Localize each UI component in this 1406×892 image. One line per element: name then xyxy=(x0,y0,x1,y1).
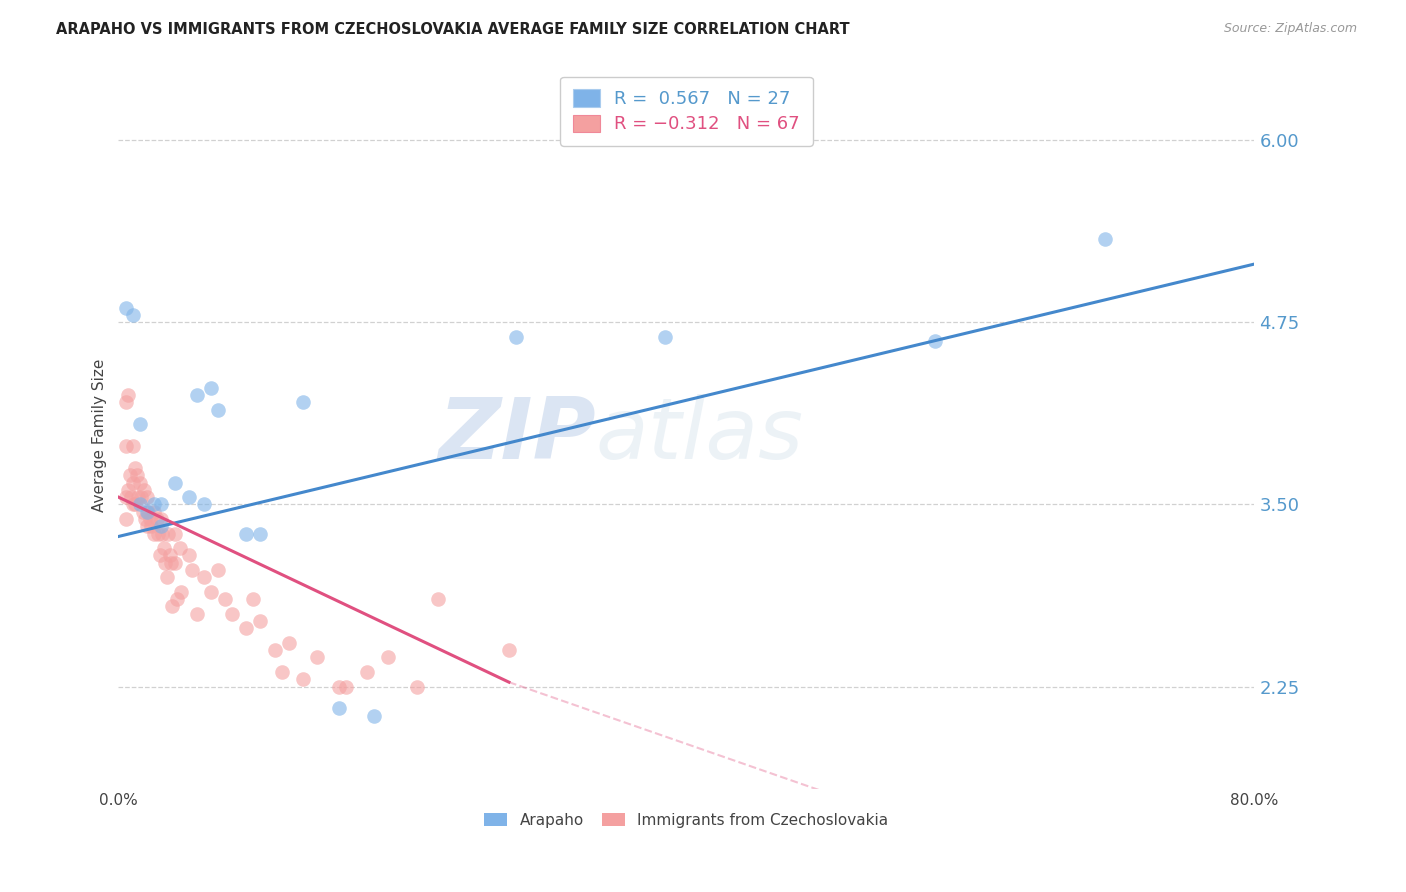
Point xyxy=(654,330,676,344)
Point xyxy=(132,483,155,497)
Point xyxy=(150,519,173,533)
Point xyxy=(160,556,183,570)
Point xyxy=(148,526,170,541)
Legend: Arapaho, Immigrants from Czechoslovakia: Arapaho, Immigrants from Czechoslovakia xyxy=(478,806,894,834)
Point xyxy=(235,526,257,541)
Point xyxy=(249,614,271,628)
Point xyxy=(505,330,527,344)
Point xyxy=(139,519,162,533)
Point xyxy=(356,665,378,679)
Point xyxy=(135,505,157,519)
Point xyxy=(170,584,193,599)
Point xyxy=(200,584,222,599)
Point xyxy=(328,701,350,715)
Point xyxy=(166,592,188,607)
Point xyxy=(405,680,427,694)
Point xyxy=(186,388,208,402)
Point xyxy=(114,512,136,526)
Point xyxy=(181,563,204,577)
Text: ZIP: ZIP xyxy=(437,393,596,476)
Point xyxy=(150,512,173,526)
Point xyxy=(292,672,315,686)
Point xyxy=(193,497,215,511)
Point xyxy=(377,650,399,665)
Point xyxy=(124,497,146,511)
Point xyxy=(179,490,201,504)
Point xyxy=(152,526,174,541)
Point xyxy=(165,526,187,541)
Point xyxy=(146,512,169,526)
Point xyxy=(117,388,139,402)
Point xyxy=(186,607,208,621)
Point xyxy=(121,308,143,322)
Y-axis label: Average Family Size: Average Family Size xyxy=(93,359,107,512)
Point xyxy=(153,541,176,555)
Point xyxy=(142,497,165,511)
Point xyxy=(142,526,165,541)
Point xyxy=(118,468,141,483)
Point xyxy=(292,395,315,409)
Point xyxy=(134,512,156,526)
Point xyxy=(249,526,271,541)
Point xyxy=(131,505,153,519)
Point xyxy=(135,519,157,533)
Point xyxy=(165,475,187,490)
Point xyxy=(142,505,165,519)
Point xyxy=(157,526,180,541)
Point xyxy=(114,439,136,453)
Point xyxy=(117,483,139,497)
Point xyxy=(193,570,215,584)
Point xyxy=(277,636,299,650)
Point xyxy=(328,680,350,694)
Point xyxy=(159,549,181,563)
Point xyxy=(179,549,201,563)
Point xyxy=(426,592,449,607)
Point xyxy=(121,475,143,490)
Point xyxy=(155,556,177,570)
Point xyxy=(263,643,285,657)
Point xyxy=(150,497,173,511)
Point xyxy=(169,541,191,555)
Point xyxy=(165,556,187,570)
Point xyxy=(1094,232,1116,246)
Text: Source: ZipAtlas.com: Source: ZipAtlas.com xyxy=(1223,22,1357,36)
Point xyxy=(135,490,157,504)
Text: atlas: atlas xyxy=(596,393,804,476)
Point xyxy=(270,665,292,679)
Point xyxy=(156,570,179,584)
Point xyxy=(498,643,520,657)
Point xyxy=(121,439,143,453)
Point xyxy=(128,417,150,432)
Point xyxy=(207,402,229,417)
Point xyxy=(307,650,329,665)
Point xyxy=(242,592,264,607)
Point xyxy=(128,497,150,511)
Point xyxy=(114,301,136,315)
Point xyxy=(120,490,142,504)
Point xyxy=(136,505,159,519)
Point xyxy=(235,621,257,635)
Point xyxy=(125,468,148,483)
Point xyxy=(924,334,946,349)
Point xyxy=(149,549,172,563)
Point xyxy=(121,497,143,511)
Text: ARAPAHO VS IMMIGRANTS FROM CZECHOSLOVAKIA AVERAGE FAMILY SIZE CORRELATION CHART: ARAPAHO VS IMMIGRANTS FROM CZECHOSLOVAKI… xyxy=(56,22,849,37)
Point xyxy=(114,395,136,409)
Point xyxy=(200,381,222,395)
Point xyxy=(128,475,150,490)
Point xyxy=(335,680,357,694)
Point xyxy=(363,708,385,723)
Point xyxy=(124,461,146,475)
Point xyxy=(127,490,149,504)
Point xyxy=(138,512,160,526)
Point xyxy=(214,592,236,607)
Point xyxy=(162,599,184,614)
Point xyxy=(129,490,152,504)
Point xyxy=(207,563,229,577)
Point xyxy=(221,607,243,621)
Point xyxy=(114,490,136,504)
